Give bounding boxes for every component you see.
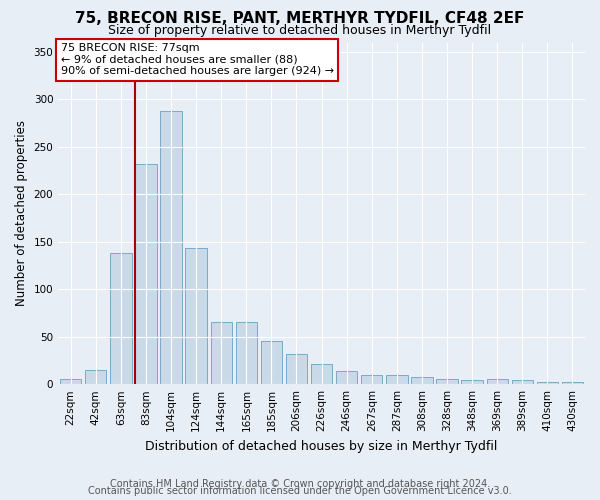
Bar <box>411 376 433 384</box>
Text: 75, BRECON RISE, PANT, MERTHYR TYDFIL, CF48 2EF: 75, BRECON RISE, PANT, MERTHYR TYDFIL, C… <box>76 11 524 26</box>
Bar <box>361 374 382 384</box>
Bar <box>160 111 182 384</box>
Text: Size of property relative to detached houses in Merthyr Tydfil: Size of property relative to detached ho… <box>109 24 491 37</box>
Bar <box>261 340 282 384</box>
Bar <box>436 380 458 384</box>
Bar <box>487 380 508 384</box>
Bar <box>136 164 157 384</box>
Bar <box>85 370 106 384</box>
Bar <box>236 322 257 384</box>
Bar <box>461 380 483 384</box>
Text: 75 BRECON RISE: 77sqm
← 9% of detached houses are smaller (88)
90% of semi-detac: 75 BRECON RISE: 77sqm ← 9% of detached h… <box>61 43 334 76</box>
Bar <box>336 371 358 384</box>
Bar <box>286 354 307 384</box>
Bar <box>185 248 207 384</box>
Bar <box>386 374 407 384</box>
Bar <box>512 380 533 384</box>
Y-axis label: Number of detached properties: Number of detached properties <box>15 120 28 306</box>
Bar <box>60 380 82 384</box>
Bar <box>211 322 232 384</box>
Bar <box>562 382 583 384</box>
X-axis label: Distribution of detached houses by size in Merthyr Tydfil: Distribution of detached houses by size … <box>145 440 498 452</box>
Bar <box>537 382 558 384</box>
Text: Contains HM Land Registry data © Crown copyright and database right 2024.: Contains HM Land Registry data © Crown c… <box>110 479 490 489</box>
Bar <box>311 364 332 384</box>
Bar <box>110 253 131 384</box>
Text: Contains public sector information licensed under the Open Government Licence v3: Contains public sector information licen… <box>88 486 512 496</box>
